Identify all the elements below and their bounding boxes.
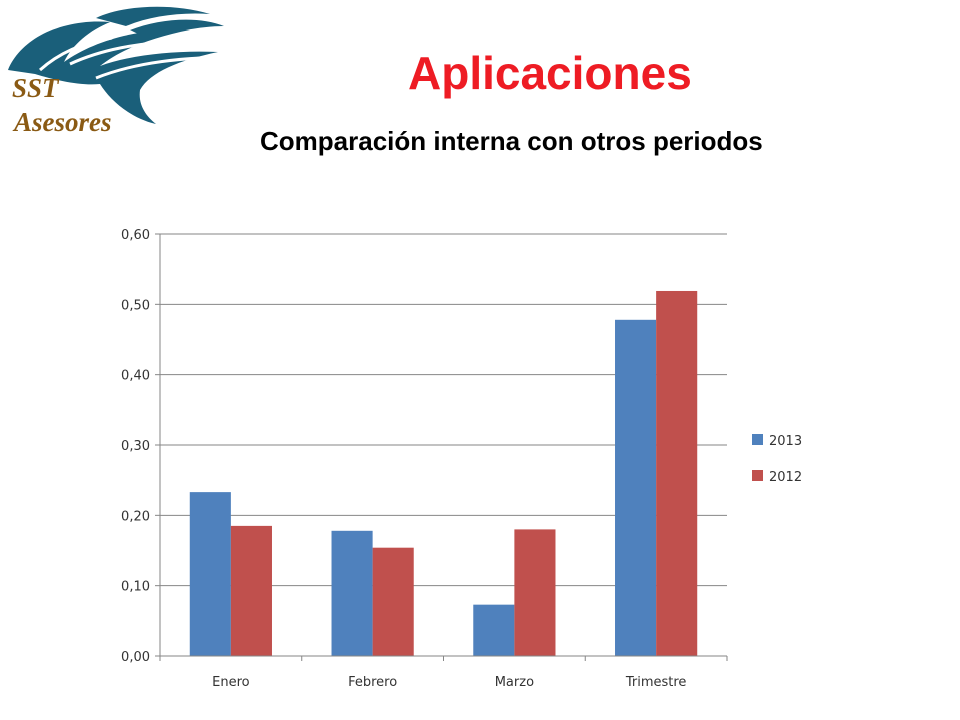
bar-2012-febrero bbox=[372, 547, 414, 656]
winged-helmet-icon bbox=[8, 6, 224, 124]
y-tick-label: 0,50 bbox=[121, 298, 150, 313]
page-title: Aplicaciones bbox=[408, 47, 692, 99]
bar-2012-marzo bbox=[514, 529, 556, 656]
y-tick-label: 0,10 bbox=[121, 580, 150, 595]
bar-2013-trimestre bbox=[615, 319, 657, 656]
y-tick-label: 0,20 bbox=[121, 509, 150, 524]
legend-swatch bbox=[752, 434, 763, 445]
bar-2013-enero bbox=[189, 492, 231, 656]
logo-text-line1: SST bbox=[12, 73, 59, 103]
logo-text-line2: Asesores bbox=[14, 107, 112, 137]
y-tick-label: 0,30 bbox=[121, 439, 150, 454]
legend-swatch bbox=[752, 470, 763, 481]
bar-2013-marzo bbox=[473, 604, 515, 656]
sst-asesores-logo: SST Asesores bbox=[0, 0, 240, 150]
legend-label: 2013 bbox=[769, 434, 802, 449]
bar-2013-febrero bbox=[331, 530, 373, 656]
x-tick-label: Enero bbox=[212, 675, 250, 690]
y-tick-label: 0,00 bbox=[121, 650, 150, 665]
bar-2012-enero bbox=[230, 525, 272, 656]
y-tick-label: 0,40 bbox=[121, 369, 150, 384]
x-tick-label: Febrero bbox=[348, 675, 397, 690]
page-subtitle: Comparación interna con otros periodos bbox=[260, 126, 763, 156]
x-tick-label: Trimestre bbox=[625, 675, 687, 690]
legend-label: 2012 bbox=[769, 470, 802, 485]
y-tick-label: 0,60 bbox=[121, 228, 150, 243]
bar-2012-trimestre bbox=[656, 290, 698, 656]
x-tick-label: Marzo bbox=[495, 675, 534, 690]
